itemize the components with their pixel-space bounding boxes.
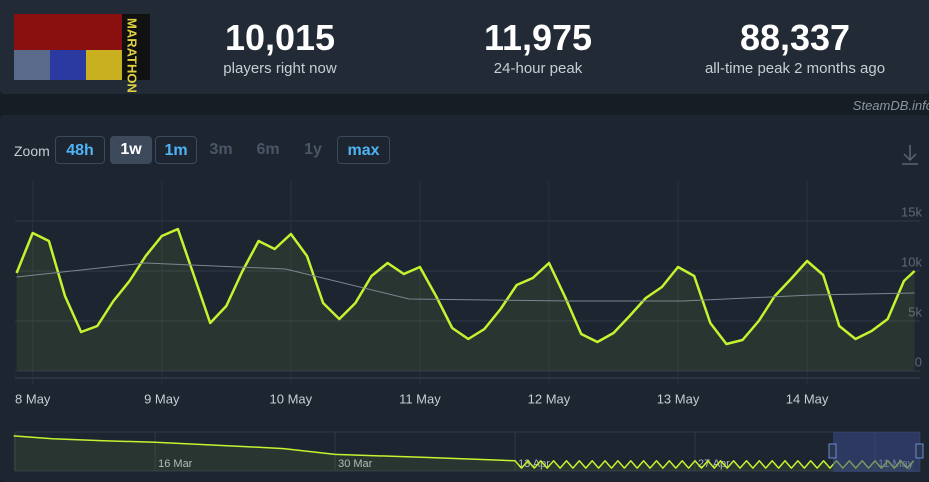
download-icon[interactable]: [902, 145, 918, 165]
stat-value: 88,337: [739, 17, 851, 58]
zoom-button[interactable]: max: [337, 136, 390, 164]
y-tick-label: 5k: [908, 304, 922, 319]
zoom-button[interactable]: 1y: [304, 141, 322, 158]
x-tick-label: 13 Apr: [518, 458, 550, 470]
line: [15, 227, 916, 346]
x-tick-label: 10 May: [270, 391, 313, 406]
x-tick-label: 13 May: [657, 391, 700, 406]
game-logo: MARATHON: [125, 18, 140, 93]
x-tick-label: 27 Apr: [698, 458, 730, 470]
x-tick-label: 9 May: [144, 391, 180, 406]
x-tick-label: 8 May: [15, 391, 51, 406]
stat: 88,337 all-time peak 2 months ago: [665, 17, 925, 78]
zoom-button[interactable]: 1w: [110, 136, 152, 164]
x-tick-label: 11 May: [399, 391, 441, 406]
source: SteamDB.info: [852, 98, 929, 113]
zoom-button[interactable]: 1m: [155, 136, 197, 164]
area: [13, 435, 914, 471]
zoom-label: Zoom: [14, 143, 50, 159]
stat-value: 10,015: [224, 17, 336, 58]
zoom-button[interactable]: 6m: [256, 141, 280, 158]
stat: 11,975 24-hour peak: [408, 17, 668, 78]
game-thumbnail: MARATHON: [14, 14, 150, 93]
stat-label: 24-hour peak: [493, 60, 583, 77]
zoom-button[interactable]: 48h: [55, 136, 105, 164]
zoom-button[interactable]: 3m: [209, 141, 233, 158]
header: MARATHON 10,015 players right now 11,975 2…: [0, 0, 929, 94]
stat-value: 11,975: [483, 17, 593, 58]
x-tick-label: 12 May: [528, 391, 571, 406]
y-tick-label: 0: [915, 354, 922, 369]
navigator-handle[interactable]: [828, 443, 837, 459]
y-tick-label: 10k: [901, 254, 922, 269]
navigator-handle[interactable]: [915, 443, 924, 459]
navigator-selection[interactable]: [833, 432, 920, 472]
x-tick-label: 14 May: [786, 391, 829, 406]
area: [16, 229, 915, 371]
stat-label: players right now: [223, 60, 337, 77]
stat: 10,015 players right now: [150, 17, 410, 78]
x-tick-label: 30 Mar: [338, 458, 373, 470]
line: [16, 262, 915, 302]
stat-label: all-time peak 2 months ago: [704, 60, 886, 77]
x-tick-label: 16 Mar: [158, 458, 193, 470]
y-tick-label: 15k: [901, 204, 922, 219]
